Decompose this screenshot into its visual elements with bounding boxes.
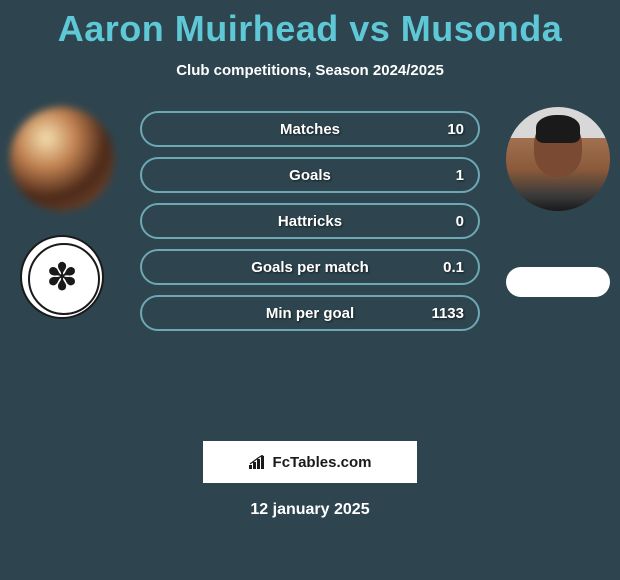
stat-row-goals-per-match: Goals per match 0.1	[140, 249, 480, 285]
player-photo-left	[10, 107, 114, 211]
chart-icon	[249, 455, 267, 469]
comparison-content: Matches 10 Goals 1 Hattricks 0 Goals per…	[0, 107, 620, 427]
club-badge-left	[20, 235, 104, 319]
stat-row-min-per-goal: Min per goal 1133	[140, 295, 480, 331]
stat-row-hattricks: Hattricks 0	[140, 203, 480, 239]
stat-right-value: 1	[456, 167, 464, 184]
page-title: Aaron Muirhead vs Musonda	[0, 0, 620, 50]
date-label: 12 january 2025	[0, 501, 620, 519]
stats-container: Matches 10 Goals 1 Hattricks 0 Goals per…	[140, 107, 480, 331]
right-player-column	[504, 107, 612, 297]
branding-label: FcTables.com	[273, 454, 372, 471]
stat-right-value: 1133	[431, 305, 464, 322]
stat-right-value: 0.1	[443, 259, 464, 276]
left-player-column	[8, 107, 116, 319]
stat-row-matches: Matches 10	[140, 111, 480, 147]
branding-box: FcTables.com	[203, 441, 417, 483]
stat-row-goals: Goals 1	[140, 157, 480, 193]
stat-label: Goals	[142, 167, 478, 184]
stat-label: Hattricks	[142, 213, 478, 230]
stat-right-value: 0	[456, 213, 464, 230]
stat-label: Min per goal	[142, 305, 478, 322]
subtitle: Club competitions, Season 2024/2025	[0, 62, 620, 79]
stat-right-value: 10	[447, 121, 464, 138]
stat-label: Goals per match	[142, 259, 478, 276]
player-photo-right	[506, 107, 610, 211]
stat-label: Matches	[142, 121, 478, 138]
club-badge-right	[506, 267, 610, 297]
